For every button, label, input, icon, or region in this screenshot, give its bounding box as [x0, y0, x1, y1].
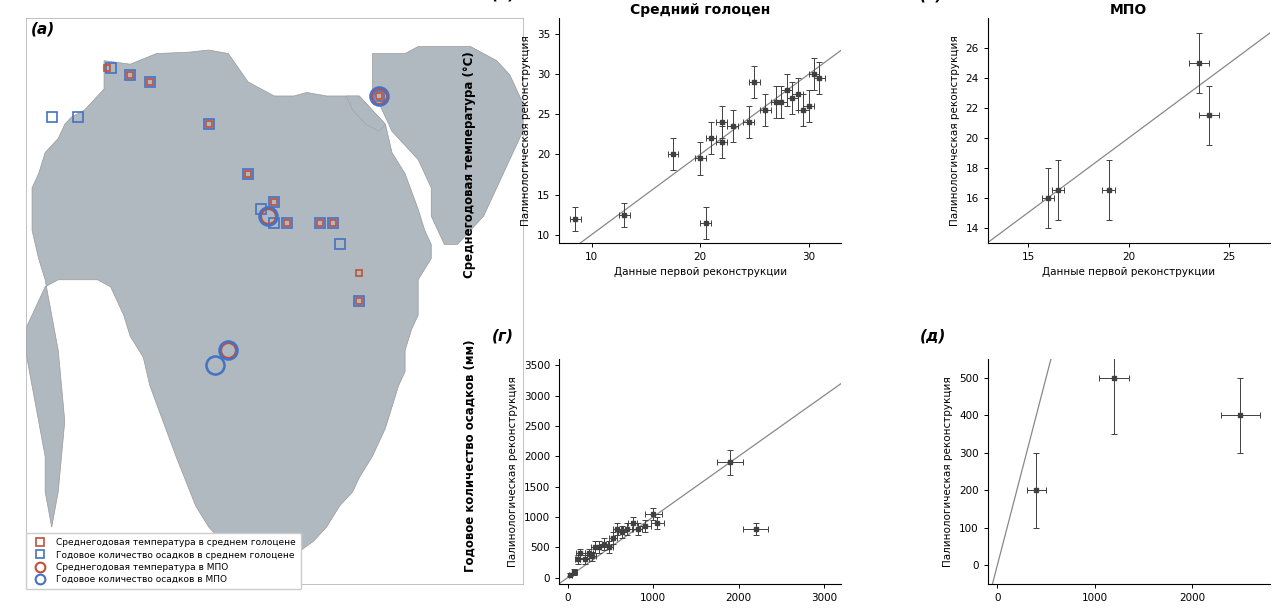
- Y-axis label: Палинологическая реконструкция: Палинологическая реконструкция: [522, 35, 531, 226]
- Text: (в): (в): [920, 0, 944, 2]
- Title: Средний голоцен: Средний голоцен: [630, 3, 771, 17]
- Text: Среднегодовая температура (°С): Среднегодовая температура (°С): [463, 51, 476, 277]
- Polygon shape: [26, 50, 431, 562]
- Y-axis label: Палинологическая реконструкция: Палинологическая реконструкция: [508, 376, 518, 567]
- Y-axis label: Палинологическая реконструкция: Палинологическая реконструкция: [943, 376, 953, 567]
- Title: МПО: МПО: [1110, 3, 1147, 17]
- X-axis label: Данные первой реконструкции: Данные первой реконструкции: [614, 267, 786, 277]
- Polygon shape: [373, 47, 523, 244]
- X-axis label: Данные первой реконструкции: Данные первой реконструкции: [1042, 267, 1215, 277]
- Y-axis label: Палинологическая реконструкция: Палинологическая реконструкция: [949, 35, 960, 226]
- Legend: Среднегодовая температура в среднем голоцене, Годовое количество осадков в средн: Среднегодовая температура в среднем голо…: [26, 533, 301, 589]
- Text: (г): (г): [491, 328, 513, 344]
- Text: Годовое количество осадков (мм): Годовое количество осадков (мм): [463, 340, 476, 572]
- Text: (д): (д): [920, 328, 947, 344]
- Text: (б): (б): [491, 0, 516, 2]
- Text: (а): (а): [31, 21, 55, 36]
- Polygon shape: [346, 96, 385, 131]
